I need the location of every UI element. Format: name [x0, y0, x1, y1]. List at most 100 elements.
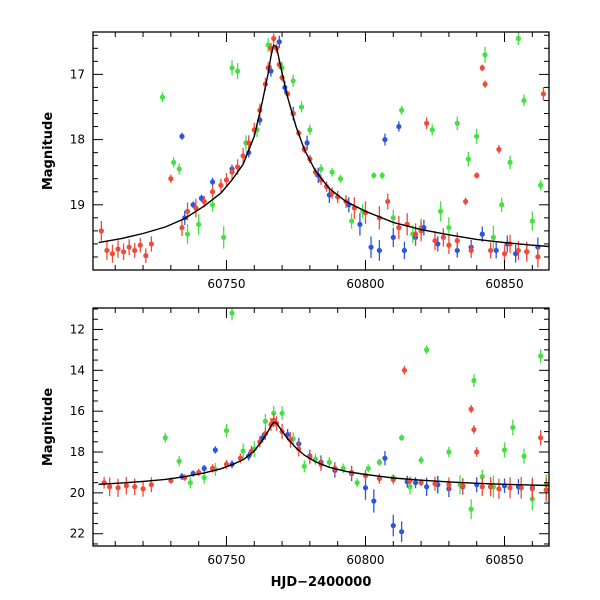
data-point: [446, 449, 452, 455]
data-point: [471, 426, 477, 433]
data-point: [399, 529, 405, 535]
axes-frame: [92, 31, 550, 271]
x-axis-label: HJD−2400000: [271, 575, 372, 590]
data-point: [209, 179, 216, 185]
data-point: [271, 35, 277, 42]
data-point: [474, 133, 480, 139]
data-point: [362, 485, 369, 491]
series-0: [101, 365, 549, 502]
data-point: [429, 127, 435, 133]
data-point: [482, 81, 488, 87]
data-point: [490, 234, 496, 240]
data-point: [493, 247, 499, 254]
data-point: [209, 202, 216, 208]
data-point: [140, 486, 146, 492]
data-point: [418, 457, 424, 463]
data-point: [488, 484, 494, 490]
data-point: [471, 377, 477, 384]
data-point: [187, 480, 193, 486]
data-point: [159, 94, 166, 100]
data-point: [390, 234, 396, 240]
data-point: [446, 242, 452, 248]
data-point: [221, 234, 227, 240]
data-point: [474, 449, 480, 455]
data-point: [538, 435, 544, 441]
data-point: [390, 522, 396, 529]
data-point: [521, 97, 527, 104]
data-point: [212, 447, 218, 453]
data-point: [440, 234, 446, 240]
data-point: [465, 156, 471, 162]
data-point: [279, 410, 285, 416]
data-point: [184, 231, 191, 237]
data-point: [382, 136, 388, 143]
data-point: [454, 247, 460, 254]
data-point: [468, 406, 474, 412]
data-point: [229, 169, 235, 175]
data-point: [424, 120, 430, 126]
data-point: [301, 463, 307, 469]
data-point: [296, 446, 302, 452]
data-point: [120, 249, 127, 255]
data-point: [329, 169, 335, 175]
y-tick-label: 22: [70, 527, 85, 541]
data-point: [379, 172, 385, 179]
data-point: [507, 485, 513, 491]
data-point: [468, 247, 474, 254]
data-point: [479, 65, 485, 71]
data-point: [126, 244, 132, 250]
data-point: [148, 241, 154, 247]
data-point: [246, 140, 252, 146]
data-point: [326, 459, 332, 465]
data-point: [432, 238, 438, 244]
data-point: [179, 133, 185, 139]
data-point: [184, 208, 191, 214]
data-point: [479, 484, 485, 490]
data-point: [468, 506, 474, 512]
data-point: [454, 120, 460, 126]
data-point: [209, 189, 216, 195]
y-tick-label: 20: [70, 486, 85, 500]
data-point: [171, 159, 177, 166]
y-axis-label: Magnitude: [41, 388, 56, 467]
data-point: [538, 182, 544, 188]
data-point: [479, 473, 485, 480]
data-point: [298, 104, 305, 110]
data-point: [376, 459, 382, 465]
data-point: [257, 439, 263, 445]
data-point: [407, 484, 413, 490]
data-point: [209, 465, 216, 471]
data-point: [371, 498, 377, 504]
data-point: [401, 247, 408, 254]
data-point: [499, 202, 505, 208]
y-axis-label: Magnitude: [41, 112, 56, 191]
y-tick-label: 18: [70, 445, 85, 459]
data-point: [109, 251, 116, 257]
data-point: [240, 448, 246, 454]
data-point: [446, 482, 452, 488]
data-point: [543, 487, 549, 493]
data-point: [348, 218, 355, 224]
y-tick-label: 14: [70, 363, 85, 377]
data-point: [382, 455, 388, 461]
data-point: [385, 198, 391, 205]
data-point: [482, 52, 488, 58]
data-point: [357, 221, 363, 227]
data-point: [323, 183, 330, 190]
data-point: [399, 107, 405, 113]
data-point: [318, 166, 324, 172]
data-point: [518, 485, 524, 491]
data-point: [432, 481, 438, 487]
data-point: [262, 418, 268, 424]
y-tick-label: 18: [70, 133, 85, 147]
data-point: [496, 486, 502, 492]
data-point: [371, 172, 377, 179]
data-point: [412, 480, 419, 486]
data-point: [515, 247, 522, 254]
data-point: [132, 247, 138, 254]
data-point: [510, 424, 516, 431]
x-tick-label: 60800: [346, 277, 384, 291]
axes-frame: [92, 307, 550, 547]
data-point: [176, 458, 182, 464]
